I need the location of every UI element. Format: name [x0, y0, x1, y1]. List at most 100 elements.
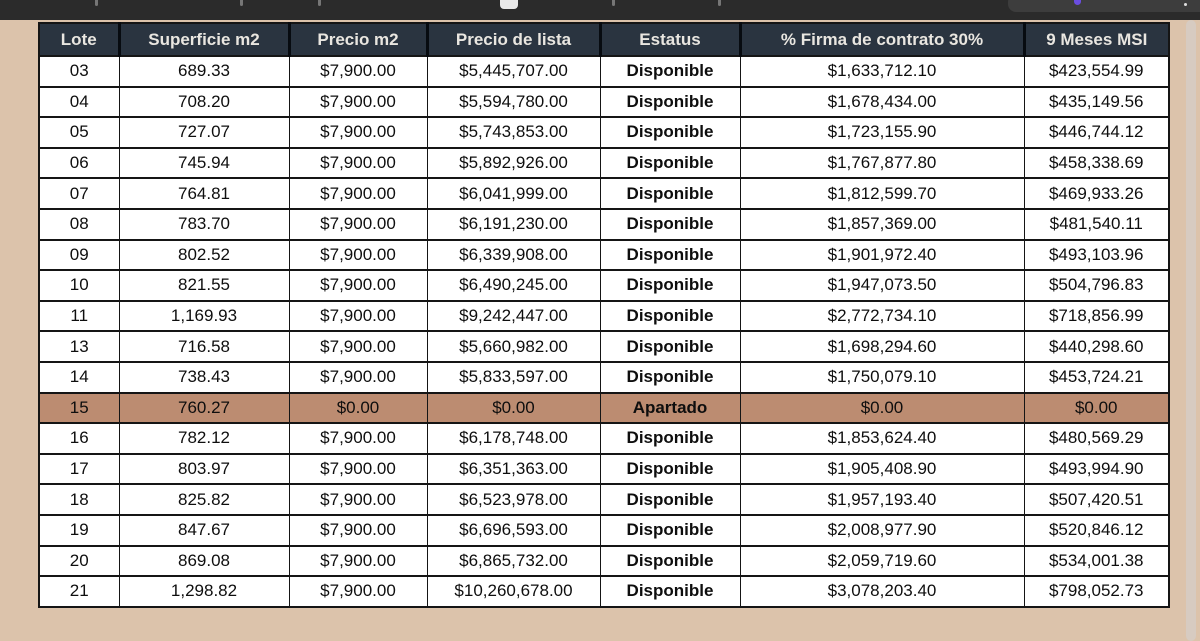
cell-estatus[interactable]: Disponible — [599, 452, 741, 486]
cell-estatus[interactable]: Disponible — [599, 116, 741, 149]
cell-lote[interactable]: 05 — [38, 116, 120, 149]
cell-estatus[interactable]: Disponible — [599, 238, 741, 272]
cell-precio-lista[interactable]: $5,833,597.00 — [426, 360, 601, 394]
cell-superficie[interactable]: 782.12 — [118, 422, 290, 455]
cell-msi-9[interactable]: $798,052.73 — [1023, 575, 1170, 608]
cell-firma-30[interactable]: $2,772,734.10 — [739, 299, 1025, 333]
cell-msi-9[interactable]: $504,796.83 — [1023, 269, 1170, 302]
cell-estatus[interactable]: Disponible — [599, 483, 741, 516]
cell-estatus[interactable]: Disponible — [599, 177, 741, 210]
cell-superficie[interactable]: 716.58 — [118, 330, 290, 363]
toolbar-control-group[interactable] — [1008, 0, 1200, 12]
cell-firma-30[interactable]: $1,857,369.00 — [739, 207, 1025, 241]
cell-precio-m2[interactable]: $7,900.00 — [288, 330, 428, 363]
cell-superficie[interactable]: 825.82 — [118, 483, 290, 516]
cell-estatus[interactable]: Disponible — [599, 146, 741, 180]
cell-estatus[interactable]: Disponible — [599, 299, 741, 333]
cell-lote[interactable]: 21 — [38, 575, 120, 608]
cell-lote[interactable]: 14 — [38, 360, 120, 394]
cell-msi-9[interactable]: $458,338.69 — [1023, 146, 1170, 180]
cell-msi-9[interactable]: $453,724.21 — [1023, 360, 1170, 394]
cell-precio-m2[interactable]: $7,900.00 — [288, 299, 428, 333]
cell-estatus[interactable]: Disponible — [599, 422, 741, 455]
cell-msi-9[interactable]: $469,933.26 — [1023, 177, 1170, 210]
cell-precio-m2[interactable]: $7,900.00 — [288, 116, 428, 149]
cell-precio-lista[interactable]: $6,041,999.00 — [426, 177, 601, 210]
cell-superficie[interactable]: 1,298.82 — [118, 575, 290, 608]
cell-precio-m2[interactable]: $7,900.00 — [288, 483, 428, 516]
cell-lote[interactable]: 11 — [38, 299, 120, 333]
cell-firma-30[interactable]: $0.00 — [739, 391, 1025, 425]
cell-msi-9[interactable]: $446,744.12 — [1023, 116, 1170, 149]
cell-lote[interactable]: 13 — [38, 330, 120, 363]
cell-firma-30[interactable]: $1,767,877.80 — [739, 146, 1025, 180]
cell-precio-lista[interactable]: $9,242,447.00 — [426, 299, 601, 333]
cell-superficie[interactable]: 783.70 — [118, 207, 290, 241]
cell-precio-lista[interactable]: $0.00 — [426, 391, 601, 425]
cell-precio-m2[interactable]: $7,900.00 — [288, 360, 428, 394]
cell-firma-30[interactable]: $2,059,719.60 — [739, 544, 1025, 578]
cell-superficie[interactable]: 727.07 — [118, 116, 290, 149]
cell-firma-30[interactable]: $1,901,972.40 — [739, 238, 1025, 272]
cell-estatus[interactable]: Apartado — [599, 391, 741, 425]
toolbar-center-icon[interactable] — [500, 0, 518, 9]
cell-lote[interactable]: 15 — [38, 391, 120, 425]
cell-precio-lista[interactable]: $10,260,678.00 — [426, 575, 601, 608]
cell-superficie[interactable]: 847.67 — [118, 513, 290, 547]
cell-estatus[interactable]: Disponible — [599, 55, 741, 88]
cell-msi-9[interactable]: $435,149.56 — [1023, 85, 1170, 119]
cell-precio-m2[interactable]: $0.00 — [288, 391, 428, 425]
cell-precio-m2[interactable]: $7,900.00 — [288, 575, 428, 608]
cell-precio-m2[interactable]: $7,900.00 — [288, 513, 428, 547]
cell-msi-9[interactable]: $440,298.60 — [1023, 330, 1170, 363]
cell-lote[interactable]: 17 — [38, 452, 120, 486]
cell-estatus[interactable]: Disponible — [599, 330, 741, 363]
cell-firma-30[interactable]: $1,723,155.90 — [739, 116, 1025, 149]
cell-estatus[interactable]: Disponible — [599, 575, 741, 608]
cell-estatus[interactable]: Disponible — [599, 360, 741, 394]
cell-estatus[interactable]: Disponible — [599, 85, 741, 119]
cell-msi-9[interactable]: $718,856.99 — [1023, 299, 1170, 333]
cell-precio-m2[interactable]: $7,900.00 — [288, 269, 428, 302]
cell-lote[interactable]: 19 — [38, 513, 120, 547]
cell-superficie[interactable]: 708.20 — [118, 85, 290, 119]
cell-superficie[interactable]: 760.27 — [118, 391, 290, 425]
cell-msi-9[interactable]: $0.00 — [1023, 391, 1170, 425]
cell-precio-lista[interactable]: $6,191,230.00 — [426, 207, 601, 241]
cell-precio-lista[interactable]: $6,178,748.00 — [426, 422, 601, 455]
cell-superficie[interactable]: 764.81 — [118, 177, 290, 210]
cell-estatus[interactable]: Disponible — [599, 207, 741, 241]
cell-lote[interactable]: 09 — [38, 238, 120, 272]
cell-firma-30[interactable]: $1,750,079.10 — [739, 360, 1025, 394]
cell-superficie[interactable]: 745.94 — [118, 146, 290, 180]
cell-precio-lista[interactable]: $5,892,926.00 — [426, 146, 601, 180]
cell-firma-30[interactable]: $1,698,294.60 — [739, 330, 1025, 363]
cell-precio-m2[interactable]: $7,900.00 — [288, 422, 428, 455]
cell-precio-lista[interactable]: $6,523,978.00 — [426, 483, 601, 516]
cell-firma-30[interactable]: $1,853,624.40 — [739, 422, 1025, 455]
cell-precio-lista[interactable]: $5,660,982.00 — [426, 330, 601, 363]
cell-superficie[interactable]: 803.97 — [118, 452, 290, 486]
cell-superficie[interactable]: 869.08 — [118, 544, 290, 578]
cell-precio-lista[interactable]: $5,594,780.00 — [426, 85, 601, 119]
cell-firma-30[interactable]: $1,678,434.00 — [739, 85, 1025, 119]
cell-msi-9[interactable]: $480,569.29 — [1023, 422, 1170, 455]
cell-precio-m2[interactable]: $7,900.00 — [288, 238, 428, 272]
cell-precio-m2[interactable]: $7,900.00 — [288, 177, 428, 210]
cell-precio-lista[interactable]: $6,351,363.00 — [426, 452, 601, 486]
cell-estatus[interactable]: Disponible — [599, 269, 741, 302]
cell-precio-lista[interactable]: $5,743,853.00 — [426, 116, 601, 149]
cell-precio-lista[interactable]: $6,339,908.00 — [426, 238, 601, 272]
cell-msi-9[interactable]: $481,540.11 — [1023, 207, 1170, 241]
cell-precio-lista[interactable]: $6,865,732.00 — [426, 544, 601, 578]
cell-precio-lista[interactable]: $6,490,245.00 — [426, 269, 601, 302]
cell-lote[interactable]: 06 — [38, 146, 120, 180]
cell-msi-9[interactable]: $520,846.12 — [1023, 513, 1170, 547]
cell-superficie[interactable]: 689.33 — [118, 55, 290, 88]
cell-firma-30[interactable]: $1,957,193.40 — [739, 483, 1025, 516]
cell-superficie[interactable]: 802.52 — [118, 238, 290, 272]
cell-firma-30[interactable]: $2,008,977.90 — [739, 513, 1025, 547]
cell-superficie[interactable]: 1,169.93 — [118, 299, 290, 333]
cell-firma-30[interactable]: $3,078,203.40 — [739, 575, 1025, 608]
cell-lote[interactable]: 08 — [38, 207, 120, 241]
